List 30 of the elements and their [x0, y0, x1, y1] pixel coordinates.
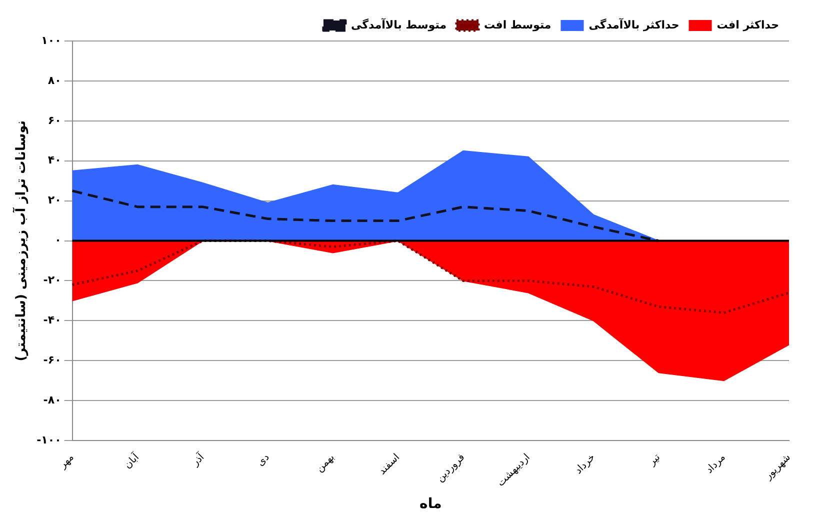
y-tick-label: ۶۰: [48, 114, 62, 127]
x-tick-label: دی: [255, 452, 272, 468]
y-tick-label: -۴۰: [43, 314, 62, 327]
x-axis-title: ماه: [420, 496, 442, 512]
y-tick-label: ۱۰۰: [41, 34, 62, 47]
line-series: [71, 190, 660, 242]
legend-label: متوسط بالاآمدگی: [350, 17, 447, 32]
x-tick-label: مهر: [56, 452, 76, 472]
x-tick-label: شهریور: [762, 452, 793, 483]
x-tick-label: آبان: [120, 450, 142, 472]
legend-label: حداکثر بالاآمدگی: [588, 17, 680, 32]
x-tick-label: اردیبهشت: [495, 452, 532, 489]
x-tick-label: فروردین: [434, 452, 468, 484]
y-axis-title: نوسانات تراز آب زیرزمینی (سانتیمتر): [12, 120, 30, 362]
x-tick-label: خرداد: [573, 452, 598, 476]
y-tick-label: ۸۰: [48, 74, 62, 87]
x-tick-label: آذر: [188, 450, 208, 470]
legend-label: حداکثر افت: [716, 18, 780, 32]
x-tick-label: اسفند: [376, 452, 402, 478]
y-tick-label: ۴۰: [48, 154, 62, 167]
y-tick-label: -۸۰: [43, 393, 62, 406]
y-tick-label: -۱۰۰: [36, 433, 62, 446]
y-tick-label: -۶۰: [43, 354, 62, 367]
x-tick-label: تیر: [646, 452, 663, 468]
y-tick-label: ۰: [54, 234, 62, 247]
x-tick-label: مرداد: [704, 452, 728, 476]
legend-label: متوسط افت: [484, 18, 552, 32]
x-tick-label: بهمن: [314, 452, 337, 474]
y-tick-label: ۲۰: [48, 194, 62, 207]
y-tick-label: -۲۰: [43, 274, 62, 287]
